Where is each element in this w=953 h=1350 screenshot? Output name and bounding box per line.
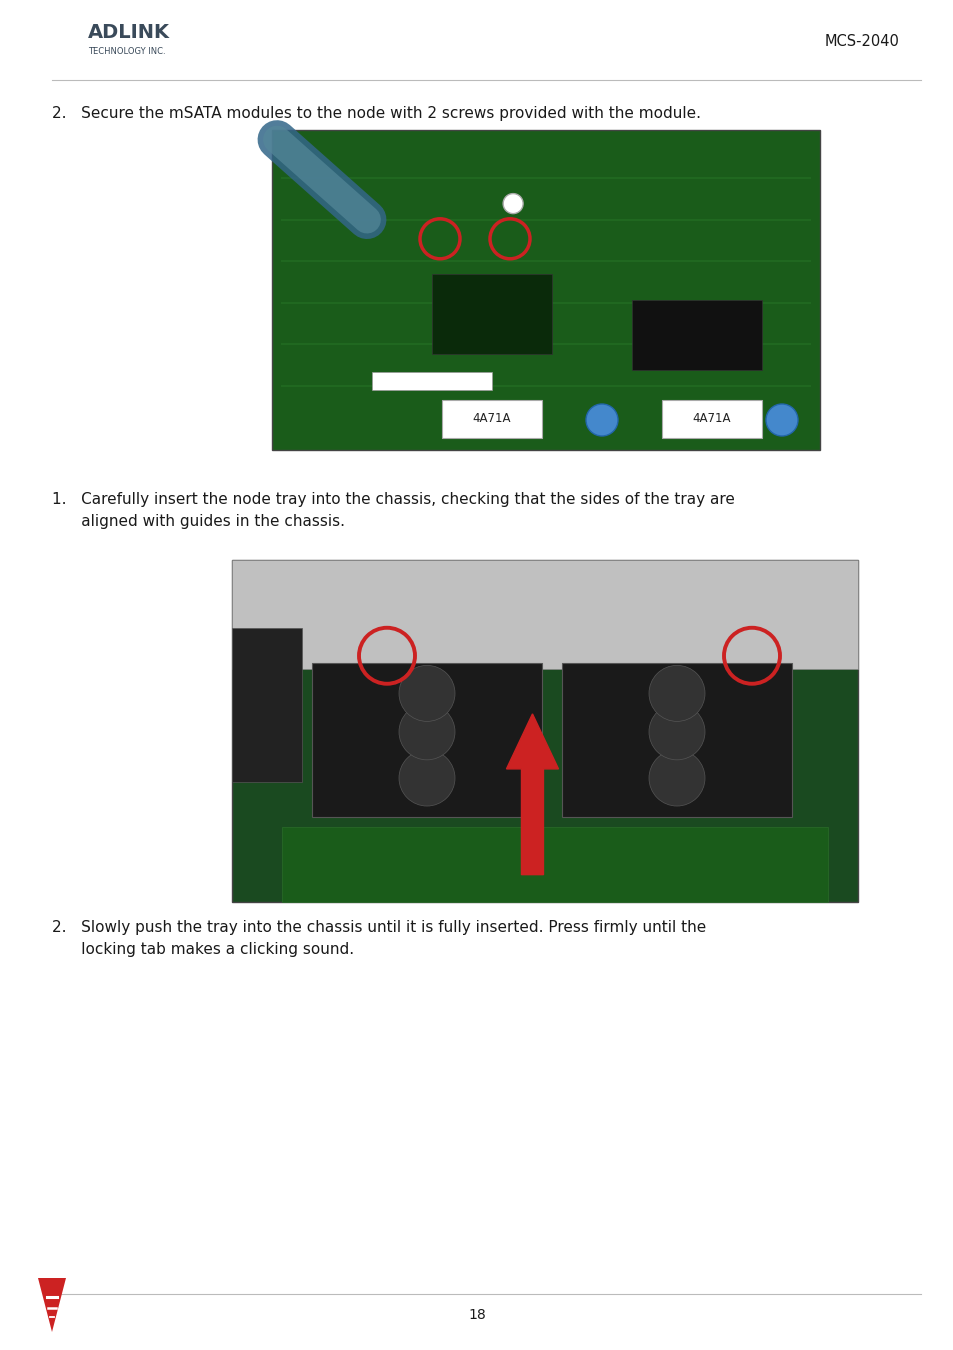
Text: TECHNOLOGY INC.: TECHNOLOGY INC. bbox=[88, 47, 166, 57]
Text: locking tab makes a clicking sound.: locking tab makes a clicking sound. bbox=[52, 942, 354, 957]
FancyBboxPatch shape bbox=[432, 274, 552, 354]
Circle shape bbox=[398, 703, 455, 760]
Circle shape bbox=[398, 751, 455, 806]
FancyBboxPatch shape bbox=[312, 663, 541, 817]
Text: ADLINK: ADLINK bbox=[88, 23, 170, 42]
Text: 2.   Slowly push the tray into the chassis until it is fully inserted. Press fir: 2. Slowly push the tray into the chassis… bbox=[52, 919, 705, 936]
Text: 18: 18 bbox=[468, 1308, 485, 1322]
Text: 2.   Secure the mSATA modules to the node with 2 screws provided with the module: 2. Secure the mSATA modules to the node … bbox=[52, 107, 700, 122]
Text: 4A71A: 4A71A bbox=[473, 413, 511, 425]
FancyBboxPatch shape bbox=[372, 373, 492, 390]
FancyBboxPatch shape bbox=[631, 300, 761, 370]
Text: MCS-2040: MCS-2040 bbox=[824, 35, 899, 50]
FancyBboxPatch shape bbox=[232, 628, 302, 782]
Polygon shape bbox=[38, 1278, 66, 1332]
FancyArrow shape bbox=[506, 714, 558, 875]
FancyBboxPatch shape bbox=[282, 826, 827, 902]
Circle shape bbox=[648, 703, 704, 760]
Circle shape bbox=[648, 666, 704, 721]
Text: 4A71A: 4A71A bbox=[692, 413, 731, 425]
FancyBboxPatch shape bbox=[441, 400, 541, 437]
Circle shape bbox=[585, 404, 618, 436]
FancyBboxPatch shape bbox=[272, 130, 820, 450]
Text: aligned with guides in the chassis.: aligned with guides in the chassis. bbox=[52, 514, 345, 529]
Text: 1.   Carefully insert the node tray into the chassis, checking that the sides of: 1. Carefully insert the node tray into t… bbox=[52, 491, 734, 508]
FancyBboxPatch shape bbox=[661, 400, 761, 437]
Circle shape bbox=[502, 193, 522, 213]
Circle shape bbox=[765, 404, 797, 436]
Circle shape bbox=[648, 751, 704, 806]
FancyBboxPatch shape bbox=[232, 560, 857, 902]
FancyBboxPatch shape bbox=[561, 663, 791, 817]
Circle shape bbox=[398, 666, 455, 721]
FancyBboxPatch shape bbox=[232, 560, 857, 670]
